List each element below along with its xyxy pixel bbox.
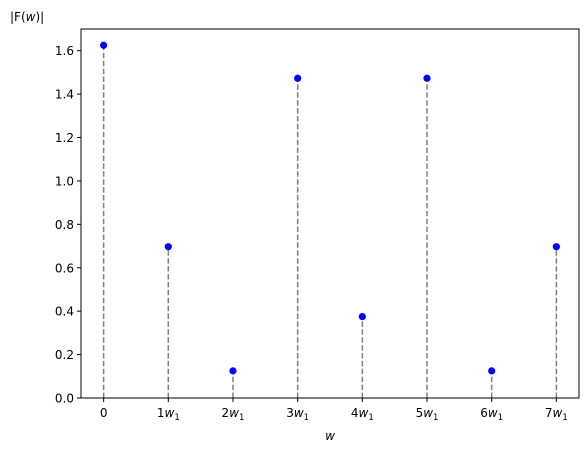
x-tick-label: 6w1 — [480, 406, 503, 423]
y-tick-label: 0.4 — [55, 305, 74, 319]
x-tick-label: 2w1 — [222, 406, 245, 423]
x-tick-label: 0 — [100, 406, 108, 420]
plot-frame — [80, 28, 580, 399]
y-tick-label: 1.0 — [55, 174, 74, 188]
stem-marker — [552, 243, 560, 251]
stem-marker — [100, 41, 108, 49]
y-tick-label: 0.0 — [55, 392, 74, 406]
stem-markers — [100, 41, 560, 375]
stem-marker — [358, 313, 366, 321]
x-tick-label: 5w1 — [416, 406, 439, 423]
stem-lines — [102, 45, 558, 398]
x-axis-ticks: 0 1w1 2w1 3w1 4w1 5w1 6w1 7w1 — [100, 398, 568, 423]
y-tick-label: 0.2 — [55, 348, 74, 362]
x-tick-label: 4w1 — [351, 406, 374, 423]
stem-marker — [294, 74, 302, 82]
x-tick-label: 1w1 — [157, 406, 180, 423]
stem-marker — [423, 74, 431, 82]
x-tick-label: 7w1 — [545, 406, 568, 423]
stem-marker — [488, 367, 496, 375]
y-axis-ticks: 0.0 0.2 0.4 0.6 0.8 1.0 1.2 1.4 1.6 — [55, 44, 81, 406]
y-axis-label: |F(w)| — [10, 10, 44, 24]
y-tick-label: 1.4 — [55, 88, 74, 102]
x-tick-label: 3w1 — [286, 406, 309, 423]
stem-marker — [229, 367, 237, 375]
y-tick-label: 1.6 — [55, 44, 74, 58]
x-axis-label: w — [325, 429, 335, 443]
stem-marker — [164, 243, 172, 251]
y-tick-label: 0.8 — [55, 218, 74, 232]
y-tick-label: 0.6 — [55, 261, 74, 275]
y-tick-label: 1.2 — [55, 131, 74, 145]
